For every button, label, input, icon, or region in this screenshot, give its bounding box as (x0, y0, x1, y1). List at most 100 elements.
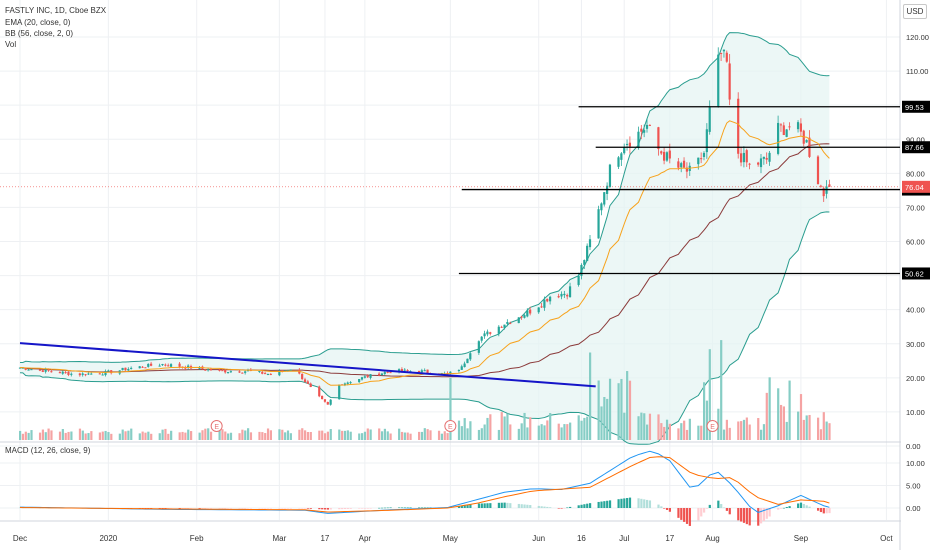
candle-body (483, 333, 486, 337)
macd-histogram-bar (703, 508, 706, 513)
macd-histogram-bar (722, 507, 726, 509)
candle-body (164, 364, 167, 366)
macd-histogram-bar (560, 508, 563, 509)
volume-bar (782, 406, 785, 440)
candle-body (668, 150, 671, 159)
time-tick-label: Jul (619, 534, 629, 543)
macd-histogram-bar (520, 504, 523, 508)
volume-bar (817, 417, 820, 440)
candle-body (306, 381, 309, 384)
candle-body (258, 371, 261, 373)
macd-histogram-bar (469, 504, 472, 508)
candle-body (739, 153, 743, 163)
macd-histogram-bar (646, 499, 649, 508)
price-tick-label: 120.00 (906, 33, 929, 42)
time-tick-label: 2020 (99, 534, 117, 543)
macd-histogram-bar (822, 508, 825, 514)
volume-bar (788, 380, 791, 440)
currency-button[interactable]: USD (903, 4, 927, 19)
candle-body (463, 363, 466, 368)
earnings-marker (706, 420, 719, 432)
candle-body (777, 122, 780, 154)
macd-histogram-bar (261, 508, 264, 509)
volume-bar (269, 430, 272, 440)
volume-bar (198, 432, 201, 440)
volume-bar (309, 431, 312, 440)
volume-bar (700, 425, 703, 440)
candle-body (286, 370, 289, 372)
volume-bar (589, 352, 592, 440)
macd-histogram-bar (668, 508, 671, 512)
macd-histogram-bar (298, 508, 301, 509)
volume-bar (717, 408, 720, 440)
trendline[interactable] (19, 342, 596, 388)
volume-bar (418, 431, 421, 440)
candle-body (423, 370, 426, 372)
volume-bar (606, 398, 609, 440)
volume-bar (261, 432, 264, 440)
volume-bar (805, 415, 808, 440)
candle-body (58, 372, 61, 374)
candle-body (537, 307, 540, 313)
volume-bar (266, 428, 270, 440)
volume-bar (380, 431, 384, 440)
macd-histogram-bar (748, 508, 751, 526)
candle-body (819, 185, 822, 187)
macd-histogram-bar (181, 508, 184, 509)
volume-bar (637, 416, 640, 440)
macd-histogram-bar (204, 508, 207, 509)
candle-body (380, 373, 384, 376)
volume-bar (660, 423, 663, 440)
volume-bar (777, 388, 780, 440)
macd-histogram-bar (680, 508, 683, 520)
candle-body (449, 371, 452, 374)
candle-body (497, 326, 500, 334)
candle-body (697, 157, 700, 165)
macd-histogram-bar (170, 508, 173, 509)
price-tick-label: 40.00 (906, 306, 925, 315)
volume-bar (400, 431, 404, 440)
macd-histogram-bar (323, 508, 327, 510)
time-tick-label: Dec (13, 534, 27, 543)
macd-histogram-bar (460, 505, 463, 508)
macd-histogram-bar (628, 497, 632, 508)
macd-line (19, 450, 830, 514)
candle-body (720, 52, 723, 54)
volume-bar (469, 421, 472, 440)
candle-body (517, 317, 520, 324)
macd-histogram-bar (697, 508, 700, 521)
volume-bar (765, 392, 768, 440)
macd-histogram-bar (378, 507, 381, 509)
candle-body (121, 367, 124, 371)
volume-bar (703, 382, 706, 440)
volume-bar (768, 377, 771, 440)
candle-body (460, 366, 463, 370)
candle-body (708, 107, 711, 132)
macd-histogram-bar (720, 504, 723, 508)
volume-bar (600, 406, 603, 440)
macd-histogram-bar (728, 508, 731, 515)
candle-body (588, 239, 592, 248)
level-price-tag-label: 99.53 (905, 103, 924, 112)
macd-histogram-bar (480, 503, 483, 508)
volume-bar (603, 397, 606, 440)
macd-histogram-bar (828, 508, 831, 514)
candle-body (67, 371, 70, 375)
candle-body (779, 124, 783, 126)
volume-bar (785, 421, 788, 440)
volume-bar (688, 418, 691, 440)
volume-bar (643, 413, 646, 440)
candle-body (560, 293, 563, 297)
macd-histogram-bar (266, 508, 270, 509)
candle-body (224, 369, 227, 373)
candle-body (24, 368, 27, 370)
volume-bar (705, 400, 709, 440)
volume-bar (586, 416, 589, 440)
candle-body (577, 275, 580, 285)
volume-bar (497, 429, 500, 440)
candle-body (218, 369, 221, 371)
horizontal-levels[interactable] (458, 106, 900, 275)
candle-body (198, 367, 201, 369)
candle-body (184, 367, 187, 369)
